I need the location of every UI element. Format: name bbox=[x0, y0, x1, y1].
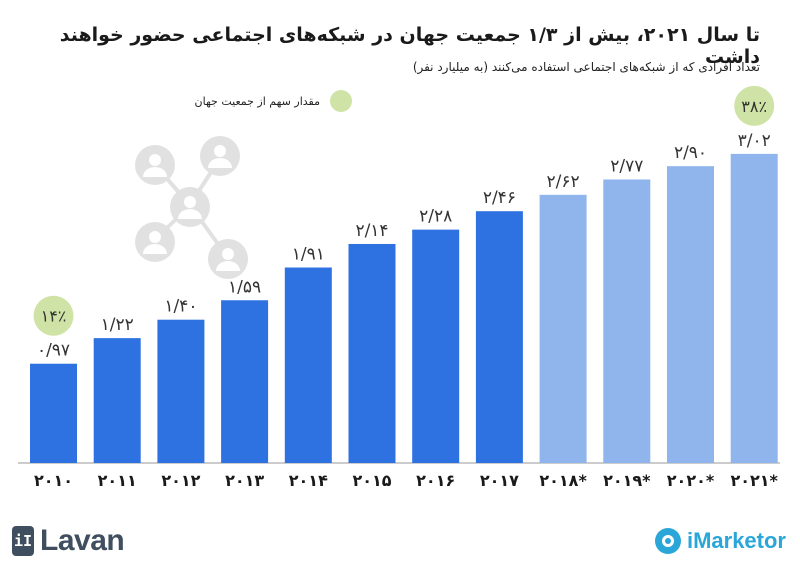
eye-icon bbox=[654, 528, 681, 554]
bar-value-label: ۰/۹۷ bbox=[37, 341, 70, 361]
imarketor-logo-text: iMarketor bbox=[686, 528, 786, 553]
x-tick-label: ۲۰۱۳ bbox=[225, 471, 264, 490]
bar bbox=[93, 338, 141, 463]
bar bbox=[412, 229, 460, 463]
bar-value-label: ۲/۹۰ bbox=[674, 143, 707, 163]
person-icon bbox=[170, 187, 210, 227]
legend-label: مقدار سهم از جمعیت جهان bbox=[194, 94, 320, 108]
person-icon bbox=[200, 136, 240, 176]
bar-value-label: ۱/۲۲ bbox=[101, 315, 134, 335]
x-tick-label: ۲۰۱۴ bbox=[289, 471, 328, 490]
bar bbox=[539, 194, 587, 463]
bar-value-label: ۲/۷۷ bbox=[610, 156, 643, 176]
bar bbox=[730, 153, 778, 464]
bar bbox=[348, 243, 396, 463]
imarketor-logo: iMarketor bbox=[654, 528, 786, 554]
lavan-logo-text: Lavan bbox=[40, 524, 125, 557]
bar-value-label: ۱/۹۱ bbox=[292, 245, 325, 265]
lavan-logo-mark: iI bbox=[12, 526, 34, 556]
bar-value-label: ۲/۲۸ bbox=[419, 207, 452, 227]
x-tick-label: ۲۰۲۱* bbox=[730, 471, 778, 490]
chart-title: تا سال ۲۰۲۱، بیش از ۱/۳ جمعیت جهان در شب… bbox=[59, 24, 760, 68]
bar-value-label: ۱/۵۹ bbox=[228, 277, 261, 297]
x-tick-label: ۲۰۱۸* bbox=[539, 471, 587, 490]
bar bbox=[157, 319, 205, 463]
x-tick-label: ۲۰۱۰ bbox=[34, 471, 73, 490]
x-tick-label: ۲۰۱۶ bbox=[416, 471, 455, 490]
share-badge bbox=[33, 295, 74, 336]
person-icon bbox=[135, 222, 175, 262]
x-tick-label: ۲۰۲۰* bbox=[667, 471, 715, 490]
x-tick-label: ۲۰۱۹* bbox=[603, 471, 651, 490]
x-tick-label: ۲۰۱۷ bbox=[480, 471, 519, 490]
bar bbox=[30, 363, 77, 463]
bar-value-label: ۲/۶۲ bbox=[547, 172, 580, 192]
legend: مقدار سهم از جمعیت جهان bbox=[195, 90, 352, 112]
share-label: ۳۸٪ bbox=[741, 97, 767, 116]
x-tick-label: ۲۰۱۵ bbox=[352, 471, 391, 490]
bar bbox=[475, 211, 523, 463]
x-tick-label: ۲۰۱۲ bbox=[161, 471, 200, 490]
bar bbox=[221, 300, 269, 463]
social-network-icon bbox=[135, 136, 248, 279]
person-icon bbox=[208, 239, 248, 279]
legend-swatch bbox=[330, 90, 352, 112]
bar-value-label: ۲/۱۴ bbox=[355, 221, 388, 241]
bar-value-label: ۱/۴۰ bbox=[164, 297, 197, 317]
lavan-logo: iI Lavan bbox=[12, 524, 125, 558]
share-badge bbox=[734, 85, 775, 126]
bar bbox=[284, 267, 332, 463]
bar bbox=[667, 166, 714, 464]
bar-value-label: ۳/۰۲ bbox=[738, 131, 771, 151]
x-tick-label: ۲۰۱۱ bbox=[98, 471, 137, 490]
person-icon bbox=[135, 145, 175, 185]
bar bbox=[603, 179, 651, 463]
share-label: ۱۴٪ bbox=[41, 307, 67, 326]
chart-subtitle: تعداد افرادی که از شبکه‌های اجتماعی استف… bbox=[412, 60, 760, 74]
bar-value-label: ۲/۴۶ bbox=[483, 188, 516, 208]
